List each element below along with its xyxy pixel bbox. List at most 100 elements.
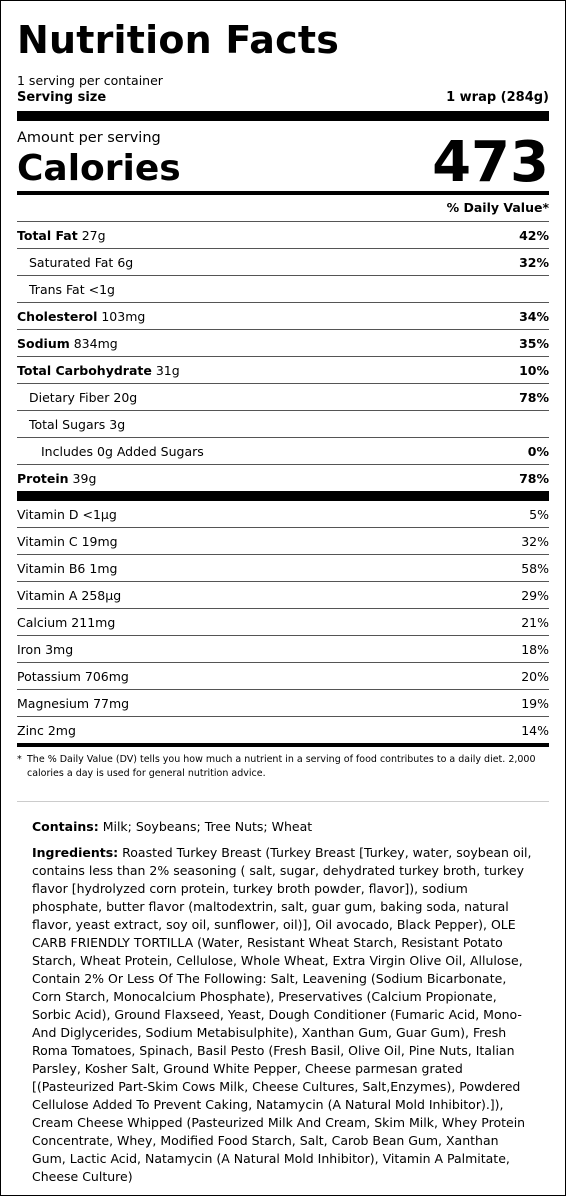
vitamin-amount: 77mg [93,695,130,711]
footnote-star: * [17,754,22,765]
vitamin-name: Calcium 211mg [17,614,116,630]
nutrient-name: Total Carbohydrate 31g [17,362,180,378]
vitamin-name: Vitamin C 19mg [17,533,118,549]
nutrient-daily-value: 35% [519,335,549,351]
servings-per-container: 1 serving per container [17,73,163,88]
serving-size-row: Serving size 1 wrap (284g) [17,89,549,111]
nutrient-name: Sodium 834mg [17,335,118,351]
vitamin-daily-value: 19% [521,695,549,711]
thick-divider [17,491,549,501]
nutrient-row: Total Sugars 3g [17,411,549,438]
ingredients-text: Roasted Turkey Breast (Turkey Breast [Tu… [32,845,532,1184]
footnote-text: The % Daily Value (DV) tells you how muc… [27,754,536,779]
daily-value-header: % Daily Value* [17,195,549,222]
nutrient-name: Saturated Fat 6g [29,254,134,270]
vitamin-row: Zinc 2mg 14% [17,717,549,743]
nutrient-daily-value: 34% [519,308,549,324]
vitamin-name: Potassium 706mg [17,668,129,684]
nutrient-daily-value: 42% [519,227,549,243]
vitamin-row: Vitamin B6 1mg 58% [17,555,549,582]
thick-divider [17,111,549,121]
nutrient-amount: 27g [81,227,106,243]
ingredients-row: Ingredients: Roasted Turkey Breast (Turk… [32,844,534,1186]
vitamin-name: Iron 3mg [17,641,74,657]
nutrient-amount: <1g [88,281,115,297]
serving-size-value: 1 wrap (284g) [446,90,549,105]
amount-per-serving: Amount per serving [17,130,161,146]
nutrient-daily-value: 0% [527,443,549,459]
vitamin-row: Calcium 211mg 21% [17,609,549,636]
vitamin-daily-value: 20% [521,668,549,684]
vitamin-daily-value: 32% [521,533,549,549]
vitamin-amount: 211mg [71,614,116,630]
nutrient-row: Total Fat 27g 42% [17,222,549,249]
nutrient-row: Protein 39g 78% [17,465,549,491]
vitamin-daily-value: 14% [521,722,549,738]
nutrient-amount: 103mg [101,308,146,324]
vitamin-row: Vitamin D <1µg 5% [17,501,549,528]
nutrient-row: Trans Fat <1g [17,276,549,303]
vitamin-daily-value: 58% [521,560,549,576]
vitamin-name: Vitamin B6 1mg [17,560,118,576]
nutrient-amount: 20g [113,389,138,405]
vitamin-daily-value: 18% [521,641,549,657]
vitamin-daily-value: 21% [521,614,549,630]
nutrient-row: Dietary Fiber 20g 78% [17,384,549,411]
nutrient-row: Sodium 834mg 35% [17,330,549,357]
nutrient-amount: 39g [72,470,97,486]
calories-row: Calories 473 [17,135,549,191]
ingredients-block: Contains: Milk; Soybeans; Tree Nuts; Whe… [17,802,549,1186]
vitamin-amount: 19mg [81,533,118,549]
nutrient-daily-value: 78% [519,389,549,405]
nutrient-amount: 834mg [73,335,118,351]
vitamin-row: Vitamin C 19mg 32% [17,528,549,555]
nutrient-row: Total Carbohydrate 31g 10% [17,357,549,384]
nutrient-name: Trans Fat <1g [29,281,115,297]
footnote: * The % Daily Value (DV) tells you how m… [17,747,549,802]
nutrient-name: Cholesterol 103mg [17,308,146,324]
vitamin-amount: 2mg [47,722,76,738]
vitamin-amount: <1µg [82,506,117,522]
vitamin-list: Vitamin D <1µg 5% Vitamin C 19mg 32% Vitamin… [17,501,549,743]
nutrient-daily-value: 32% [519,254,549,270]
nutrient-daily-value: 78% [519,470,549,486]
vitamin-row: Potassium 706mg 20% [17,663,549,690]
nutrient-name: Includes 0g Added Sugars [41,443,204,459]
nutrient-name: Protein 39g [17,470,97,486]
vitamin-name: Magnesium 77mg [17,695,130,711]
vitamin-amount: 706mg [84,668,129,684]
vitamin-amount: 1mg [89,560,118,576]
calories-label: Calories [17,148,181,189]
vitamin-row: Vitamin A 258µg 29% [17,582,549,609]
vitamin-name: Vitamin D <1µg [17,506,117,522]
vitamin-row: Iron 3mg 18% [17,636,549,663]
medium-divider [17,191,549,195]
serving-size-label: Serving size [17,90,107,105]
nutrient-amount: 31g [155,362,180,378]
nutrient-amount: 3g [109,416,126,432]
medium-divider [17,743,549,747]
ingredients-label: Ingredients: [32,845,119,860]
nutrient-row: Cholesterol 103mg 34% [17,303,549,330]
nutrient-row: Includes 0g Added Sugars 0% [17,438,549,465]
nutrient-name: Dietary Fiber 20g [29,389,138,405]
nutrient-daily-value: 10% [519,362,549,378]
vitamin-daily-value: 5% [529,506,549,522]
vitamin-daily-value: 29% [521,587,549,603]
nutrient-name: Total Fat 27g [17,227,106,243]
nutrient-amount: 6g [117,254,134,270]
vitamin-amount: 3mg [45,641,74,657]
vitamin-amount: 258µg [81,587,122,603]
contains-label: Contains: [32,819,99,834]
nutrient-row: Saturated Fat 6g 32% [17,249,549,276]
vitamin-row: Magnesium 77mg 19% [17,690,549,717]
calories-value: 473 [432,130,549,195]
nutrient-list: Total Fat 27g 42% Saturated Fat 6g 32% Trans… [17,222,549,491]
nutrient-name: Total Sugars 3g [29,416,126,432]
label-title: Nutrition Facts [17,18,340,62]
contains-row: Contains: Milk; Soybeans; Tree Nuts; Whe… [32,818,534,836]
contains-text: Milk; Soybeans; Tree Nuts; Wheat [102,819,313,834]
vitamin-name: Zinc 2mg [17,722,76,738]
vitamin-name: Vitamin A 258µg [17,587,122,603]
